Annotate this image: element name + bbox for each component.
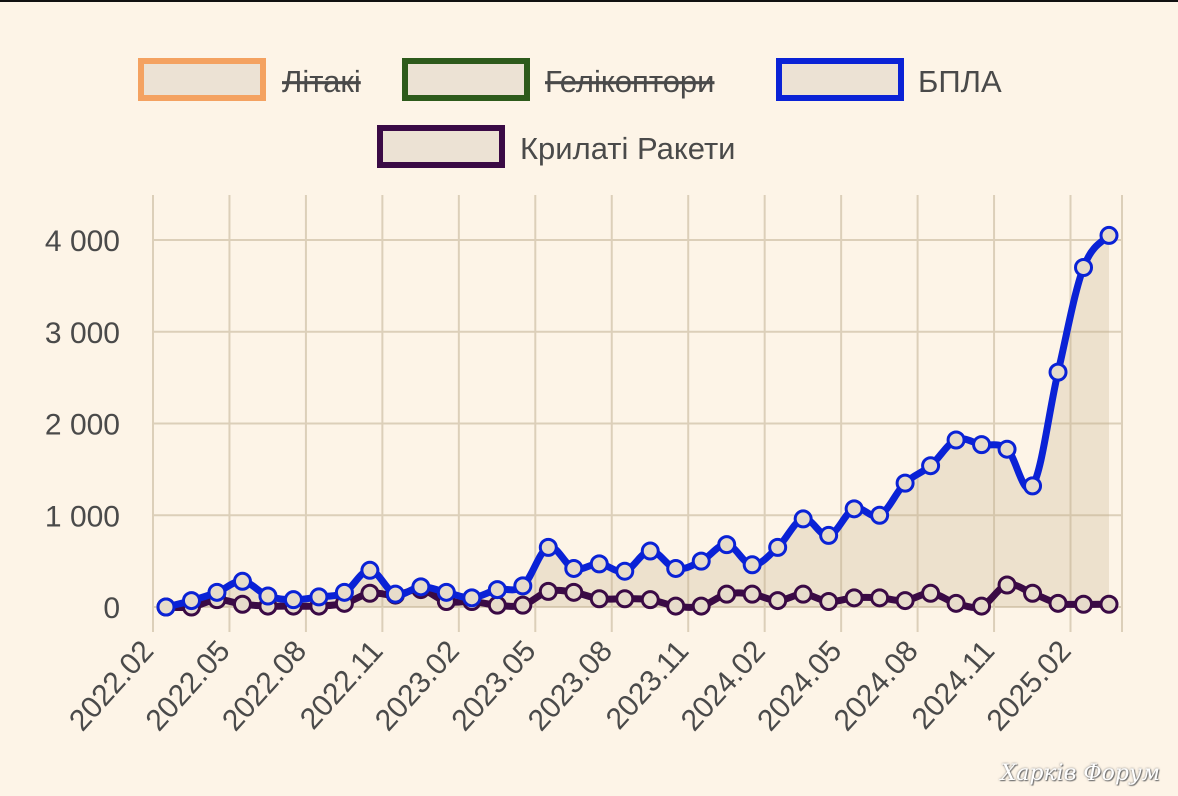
x-tick-label: 2025.02 <box>981 635 1078 738</box>
x-tick-label: 2024.08 <box>828 635 925 738</box>
x-axis: 2022.022022.052022.082022.112023.022023.… <box>63 635 1078 738</box>
data-point <box>564 558 584 578</box>
data-point <box>640 590 660 610</box>
legend-swatch <box>402 58 530 101</box>
data-point <box>997 439 1017 459</box>
data-point <box>615 589 635 609</box>
legend-label: Крилаті Ракети <box>520 131 736 166</box>
data-point <box>921 583 941 603</box>
data-point <box>946 593 966 613</box>
y-tick-label: 3 000 <box>45 317 120 350</box>
data-point <box>513 595 533 615</box>
data-point <box>589 589 609 609</box>
legend-item-4[interactable]: Крилаті Ракети <box>377 125 736 168</box>
x-tick-label: 2023.08 <box>522 635 619 738</box>
data-point <box>385 584 405 604</box>
data-point <box>1048 362 1068 382</box>
y-tick-label: 2 000 <box>45 409 120 442</box>
data-point <box>538 581 558 601</box>
data-point <box>1099 225 1119 245</box>
data-point <box>207 582 227 602</box>
data-point <box>258 586 278 606</box>
data-point <box>768 591 788 611</box>
data-point <box>360 583 380 603</box>
data-point <box>1099 594 1119 614</box>
data-point <box>895 473 915 493</box>
data-point <box>1074 258 1094 278</box>
top-border <box>0 0 1178 2</box>
data-point <box>793 584 813 604</box>
legend-item-2[interactable]: Гелікоптори <box>402 58 715 101</box>
data-point <box>819 591 839 611</box>
data-point <box>232 594 252 614</box>
data-point <box>895 591 915 611</box>
data-point <box>921 456 941 476</box>
series-bpla <box>156 225 1119 617</box>
data-point <box>819 525 839 545</box>
data-point <box>436 582 456 602</box>
legend-label: Літакі <box>282 64 361 99</box>
y-axis: 0 1 000 2 000 3 000 4 000 <box>45 225 120 625</box>
data-point <box>156 597 176 617</box>
legend-label: БПЛА <box>918 64 1002 99</box>
y-tick-label: 0 <box>103 592 120 625</box>
data-point <box>487 580 507 600</box>
data-point <box>844 588 864 608</box>
data-point <box>564 582 584 602</box>
legend-swatch <box>138 58 266 101</box>
data-point <box>717 584 737 604</box>
data-point <box>1048 593 1068 613</box>
data-point <box>538 537 558 557</box>
legend-item-1[interactable]: Літакі <box>138 58 361 101</box>
legend-item-3[interactable]: БПЛА <box>776 58 1002 101</box>
data-point <box>870 588 890 608</box>
series-area <box>166 235 1109 607</box>
data-point <box>691 596 711 616</box>
data-point <box>691 551 711 571</box>
data-point <box>666 558 686 578</box>
data-point <box>589 554 609 574</box>
data-point <box>768 537 788 557</box>
data-point <box>1074 594 1094 614</box>
data-point <box>309 587 329 607</box>
data-point <box>742 584 762 604</box>
data-point <box>334 582 354 602</box>
y-tick-label: 1 000 <box>45 500 120 533</box>
data-point <box>232 571 252 591</box>
data-point <box>283 590 303 610</box>
data-point <box>946 430 966 450</box>
data-point <box>972 435 992 455</box>
data-point <box>513 576 533 596</box>
data-point <box>1023 583 1043 603</box>
legend-swatch <box>776 58 904 101</box>
data-point <box>844 499 864 519</box>
data-point <box>615 561 635 581</box>
plot-area <box>156 225 1119 617</box>
data-point <box>181 591 201 611</box>
data-point <box>1023 476 1043 496</box>
data-point <box>487 595 507 615</box>
data-point <box>411 577 431 597</box>
data-point <box>640 541 660 561</box>
legend-swatch <box>377 125 505 168</box>
data-point <box>666 596 686 616</box>
data-point <box>997 575 1017 595</box>
y-tick-label: 4 000 <box>45 225 120 258</box>
data-point <box>793 509 813 529</box>
x-tick-label: 2022.08 <box>216 635 313 738</box>
data-point <box>717 535 737 555</box>
data-point <box>360 560 380 580</box>
legend: Літакі Гелікоптори БПЛА Крилаті Ракети <box>138 58 1002 168</box>
legend-label: Гелікоптори <box>545 64 715 99</box>
watermark: Харків Форум <box>1000 761 1160 786</box>
data-point <box>462 588 482 608</box>
data-point <box>742 555 762 575</box>
data-point <box>972 596 992 616</box>
data-point <box>870 505 890 525</box>
